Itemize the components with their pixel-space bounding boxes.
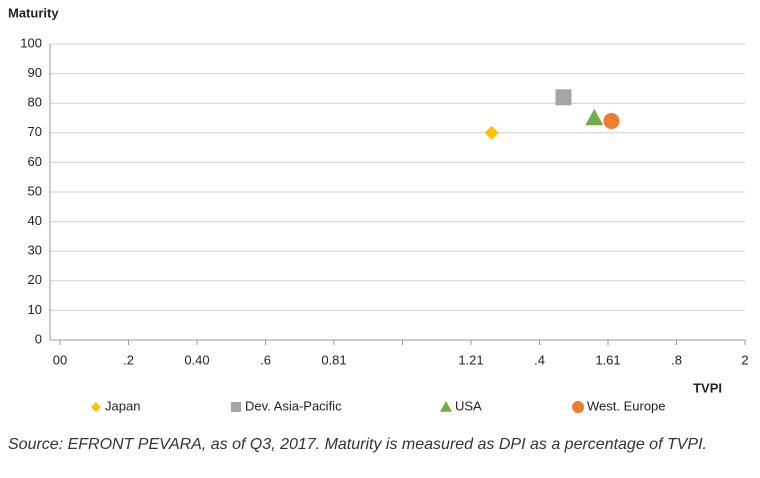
legend-marker [231, 402, 241, 412]
y-tick-label: 90 [28, 65, 42, 80]
point [585, 109, 604, 126]
x-tick-label: 0.40 [184, 352, 209, 367]
x-tick-label: .4 [534, 352, 545, 367]
y-tick-label: 30 [28, 243, 42, 258]
x-tick-label: 00 [53, 352, 67, 367]
legend-marker [572, 401, 584, 413]
y-tick-label: 80 [28, 95, 42, 110]
x-tick-label: 2 [741, 352, 748, 367]
y-tick-label: 50 [28, 183, 42, 198]
y-tick-label: 40 [28, 213, 42, 228]
point [603, 112, 620, 129]
x-tick-label: 1.61 [595, 352, 620, 367]
point [484, 125, 499, 140]
y-axis-label: Maturity [8, 5, 59, 20]
x-tick-label: .6 [260, 352, 271, 367]
y-tick-label: 70 [28, 124, 42, 139]
legend-label: Dev. Asia-Pacific [245, 398, 342, 413]
x-axis-label: TVPI [693, 380, 722, 395]
legend-label: USA [455, 398, 482, 413]
legend-label: Japan [105, 398, 140, 413]
x-tick-label: 1.21 [458, 352, 483, 367]
x-tick-label: 0.81 [321, 352, 346, 367]
y-tick-label: 0 [35, 331, 42, 346]
legend-marker [440, 401, 452, 412]
y-tick-label: 100 [20, 35, 42, 50]
y-tick-label: 60 [28, 154, 42, 169]
x-tick-label: .8 [671, 352, 682, 367]
x-tick-label: .2 [123, 352, 134, 367]
point [555, 89, 572, 106]
legend-label: West. Europe [587, 398, 666, 413]
y-tick-label: 10 [28, 302, 42, 317]
y-tick-label: 20 [28, 272, 42, 287]
legend-marker [91, 402, 101, 412]
caption: Source: EFRONT PEVARA, as of Q3, 2017. M… [8, 436, 707, 453]
